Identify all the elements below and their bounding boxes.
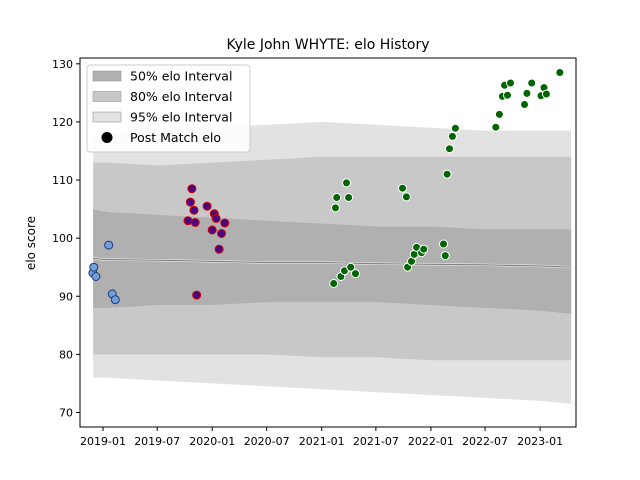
post-match-point — [346, 262, 356, 272]
post-match-point — [207, 225, 217, 235]
post-match-point — [398, 183, 407, 193]
post-match-point — [450, 123, 460, 133]
post-match-point — [445, 144, 454, 154]
legend-marker — [101, 132, 113, 143]
legend-swatch — [92, 91, 122, 102]
legend-label: 95% elo Interval — [130, 110, 232, 125]
legend-box — [86, 64, 251, 153]
post-match-point — [555, 68, 565, 77]
x-tick-label: 2020-07 — [244, 435, 290, 448]
post-match-point — [185, 197, 195, 207]
post-match-point — [202, 201, 212, 211]
post-match-point — [506, 78, 515, 88]
post-match-point — [401, 192, 411, 202]
legend-label: 80% elo Interval — [130, 89, 232, 104]
y-tick-label: 80 — [59, 348, 73, 361]
legend-label: Post Match elo — [130, 130, 221, 145]
post-match-point — [183, 216, 193, 226]
post-match-point — [442, 169, 452, 179]
y-tick-label: 100 — [52, 232, 73, 245]
legend-label: 50% elo Interval — [130, 69, 232, 84]
plot-area: 70 80 90 100 110 120 130 2019-01 2019-07 2020-01 2… — [52, 57, 577, 448]
post-match-point — [541, 89, 551, 99]
legend: 50% elo Interval 80% elo Interval 95% elo … — [86, 64, 251, 153]
post-match-point — [522, 88, 532, 98]
chart-title: Kyle John WHYTE: elo History — [226, 37, 429, 53]
x-tick-label: 2021-01 — [299, 435, 345, 448]
x-tick-label: 2019-01 — [80, 435, 126, 448]
post-match-point — [331, 203, 340, 213]
post-match-point — [187, 184, 197, 194]
post-match-point — [89, 262, 99, 272]
y-tick-label: 70 — [59, 406, 73, 419]
x-tick-label: 2021-07 — [353, 435, 399, 448]
y-tick-label: 130 — [52, 58, 73, 71]
post-match-point — [494, 109, 504, 119]
post-match-point — [503, 90, 512, 100]
post-match-point — [491, 122, 501, 132]
x-tick-label: 2019-07 — [134, 435, 180, 448]
legend-swatch — [92, 111, 122, 123]
post-match-point — [329, 279, 339, 288]
post-match-point — [192, 290, 202, 300]
post-match-point — [211, 213, 221, 223]
post-match-point — [419, 244, 429, 254]
x-tick-label: 2022-07 — [462, 435, 508, 448]
post-match-point — [344, 193, 354, 202]
y-axis-label: elo score — [24, 216, 38, 270]
mean-elo-line — [93, 257, 572, 268]
post-match-point — [440, 251, 450, 261]
post-match-point — [217, 229, 226, 238]
y-tick-label: 90 — [59, 290, 73, 303]
post-match-point — [447, 131, 457, 141]
post-match-point — [220, 218, 230, 228]
y-tick-label: 120 — [52, 116, 73, 129]
post-match-point — [520, 100, 529, 109]
post-match-point — [332, 193, 342, 202]
post-match-point — [104, 240, 114, 250]
post-match-point — [342, 178, 351, 188]
post-match-point — [91, 272, 101, 281]
axes-frame — [79, 57, 577, 428]
legend-swatch — [92, 70, 122, 82]
y-tick-label: 110 — [52, 174, 73, 187]
x-tick-label: 2023-01 — [517, 435, 563, 448]
post-match-point — [190, 218, 200, 227]
x-tick-label: 2022-01 — [408, 435, 454, 448]
post-match-point — [110, 295, 120, 305]
post-match-point — [189, 205, 199, 215]
interval-50-band — [93, 209, 572, 314]
x-tick-label: 2020-01 — [189, 435, 235, 448]
post-match-point — [527, 78, 537, 88]
post-match-point — [214, 244, 224, 254]
post-match-point — [439, 239, 448, 249]
post-match-point — [351, 269, 360, 279]
